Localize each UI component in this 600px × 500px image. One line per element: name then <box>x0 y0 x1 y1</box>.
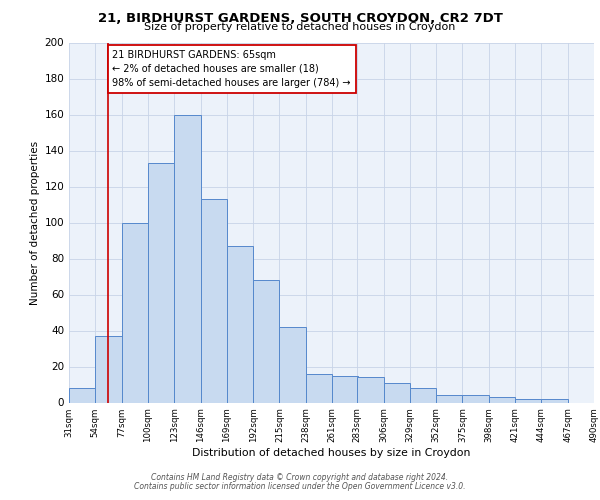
Bar <box>594 397 600 402</box>
Bar <box>410 388 436 402</box>
Bar <box>174 114 200 403</box>
Bar <box>463 396 489 402</box>
Bar <box>306 374 332 402</box>
Bar <box>383 382 410 402</box>
Bar <box>332 376 358 402</box>
Text: Contains public sector information licensed under the Open Government Licence v3: Contains public sector information licen… <box>134 482 466 491</box>
Text: 21 BIRDHURST GARDENS: 65sqm
← 2% of detached houses are smaller (18)
98% of semi: 21 BIRDHURST GARDENS: 65sqm ← 2% of deta… <box>112 50 351 88</box>
Bar <box>227 246 253 402</box>
Bar <box>122 222 148 402</box>
Text: Contains HM Land Registry data © Crown copyright and database right 2024.: Contains HM Land Registry data © Crown c… <box>151 472 449 482</box>
Text: 21, BIRDHURST GARDENS, SOUTH CROYDON, CR2 7DT: 21, BIRDHURST GARDENS, SOUTH CROYDON, CR… <box>98 12 502 26</box>
Bar <box>95 336 122 402</box>
Y-axis label: Number of detached properties: Number of detached properties <box>30 140 40 304</box>
Text: Size of property relative to detached houses in Croydon: Size of property relative to detached ho… <box>145 22 455 32</box>
Bar <box>200 199 227 402</box>
Bar <box>69 388 95 402</box>
Bar <box>541 399 568 402</box>
Bar <box>436 396 463 402</box>
Bar <box>515 399 541 402</box>
Bar <box>280 327 306 402</box>
Bar <box>148 163 174 402</box>
Bar <box>489 397 515 402</box>
X-axis label: Distribution of detached houses by size in Croydon: Distribution of detached houses by size … <box>193 448 470 458</box>
Bar <box>357 378 383 402</box>
Bar <box>253 280 280 402</box>
